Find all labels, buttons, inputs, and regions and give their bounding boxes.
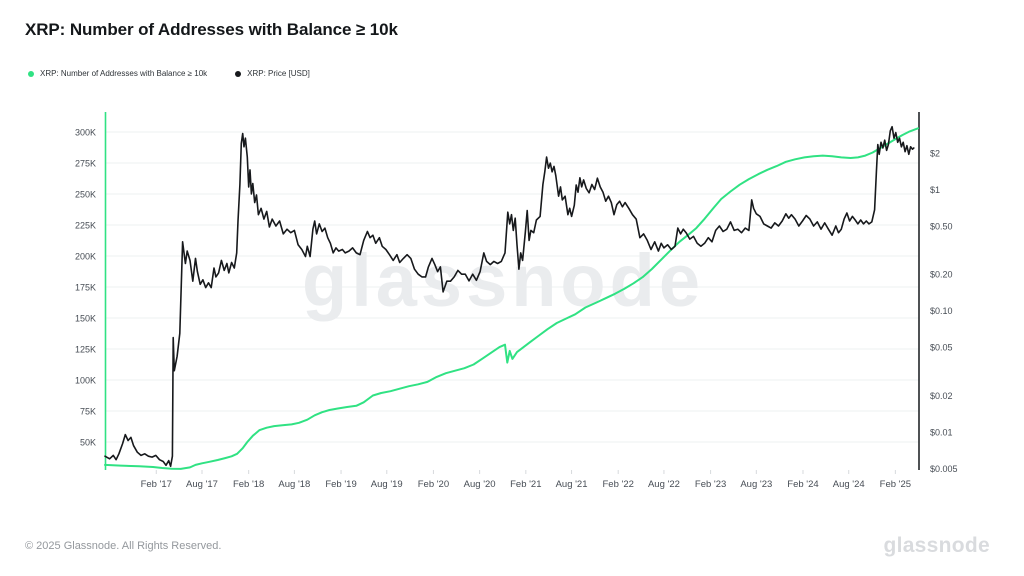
right-axis-tick-label: $0.01 bbox=[930, 427, 953, 437]
legend-label-price: XRP: Price [USD] bbox=[247, 69, 310, 78]
x-axis-tick-label: Aug '19 bbox=[371, 479, 403, 490]
left-axis-tick-label: 100K bbox=[75, 376, 96, 386]
right-axis-tick-label: $0.02 bbox=[930, 391, 953, 401]
left-axis-tick-label: 200K bbox=[75, 252, 96, 262]
left-axis-tick-label: 275K bbox=[75, 159, 96, 169]
legend-item-addresses[interactable]: XRP: Number of Addresses with Balance ≥ … bbox=[28, 69, 207, 78]
glassnode-logo: glassnode bbox=[883, 534, 990, 557]
x-axis-tick-label: Feb '19 bbox=[325, 479, 356, 490]
x-axis-tick-label: Feb '24 bbox=[787, 479, 818, 490]
x-axis-tick-label: Aug '22 bbox=[648, 479, 680, 490]
legend-item-price[interactable]: XRP: Price [USD] bbox=[235, 69, 310, 78]
right-axis-tick-label: $0.10 bbox=[930, 306, 953, 316]
glassnode-watermark: glassnode bbox=[302, 239, 704, 322]
x-axis-tick-label: Aug '24 bbox=[833, 479, 865, 490]
x-axis-tick-label: Aug '21 bbox=[556, 479, 588, 490]
x-axis-tick-label: Feb '23 bbox=[695, 479, 726, 490]
legend-dot-green-icon bbox=[28, 70, 34, 77]
legend-dot-black-icon bbox=[235, 70, 242, 77]
left-axis-tick-label: 125K bbox=[75, 345, 96, 355]
x-axis-tick-label: Feb '20 bbox=[418, 479, 449, 490]
left-axis-tick-label: 50K bbox=[80, 438, 96, 448]
x-axis-tick-label: Aug '17 bbox=[186, 479, 218, 490]
series-price-line bbox=[104, 125, 915, 468]
x-axis-tick-label: Feb '21 bbox=[510, 479, 541, 490]
series-addresses-line bbox=[104, 127, 919, 470]
right-axis-tick-label: $0.005 bbox=[930, 464, 958, 474]
legend-label-addresses: XRP: Number of Addresses with Balance ≥ … bbox=[40, 69, 208, 78]
x-axis-tick-label: Feb '17 bbox=[141, 479, 172, 490]
x-axis-tick-label: Feb '25 bbox=[880, 479, 911, 490]
x-axis-tick-label: Aug '23 bbox=[740, 479, 772, 490]
left-axis-tick-label: 75K bbox=[80, 407, 96, 417]
right-axis-tick-label: $2 bbox=[930, 149, 940, 159]
x-axis-tick-label: Aug '18 bbox=[278, 479, 310, 490]
chart-legend: XRP: Number of Addresses with Balance ≥ … bbox=[28, 69, 310, 78]
page-title: XRP: Number of Addresses with Balance ≥ … bbox=[25, 20, 398, 39]
right-axis-tick-label: $0.50 bbox=[930, 221, 953, 231]
left-axis-tick-label: 300K bbox=[75, 128, 96, 138]
x-axis-tick-label: Feb '18 bbox=[233, 479, 264, 490]
left-axis-tick-label: 250K bbox=[75, 190, 96, 200]
right-axis-tick-label: $0.05 bbox=[930, 343, 953, 353]
left-axis-tick-label: 175K bbox=[75, 283, 96, 293]
copyright-text: © 2025 Glassnode. All Rights Reserved. bbox=[25, 540, 222, 552]
left-axis-tick-label: 225K bbox=[75, 221, 96, 231]
x-axis-tick-label: Feb '22 bbox=[603, 479, 634, 490]
left-axis-tick-label: 150K bbox=[75, 314, 96, 324]
right-axis-tick-label: $1 bbox=[930, 185, 940, 195]
right-axis-tick-label: $0.20 bbox=[930, 270, 953, 280]
x-axis-tick-label: Aug '20 bbox=[464, 479, 496, 490]
